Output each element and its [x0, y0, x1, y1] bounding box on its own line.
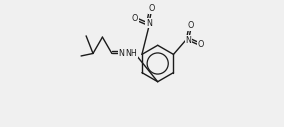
Text: N: N	[118, 49, 124, 58]
Text: O: O	[148, 4, 154, 13]
Text: N: N	[146, 19, 152, 28]
Text: O: O	[188, 21, 194, 30]
Text: O: O	[132, 14, 138, 23]
Text: NH: NH	[126, 49, 137, 58]
Text: O: O	[197, 40, 204, 49]
Text: N: N	[185, 36, 191, 45]
